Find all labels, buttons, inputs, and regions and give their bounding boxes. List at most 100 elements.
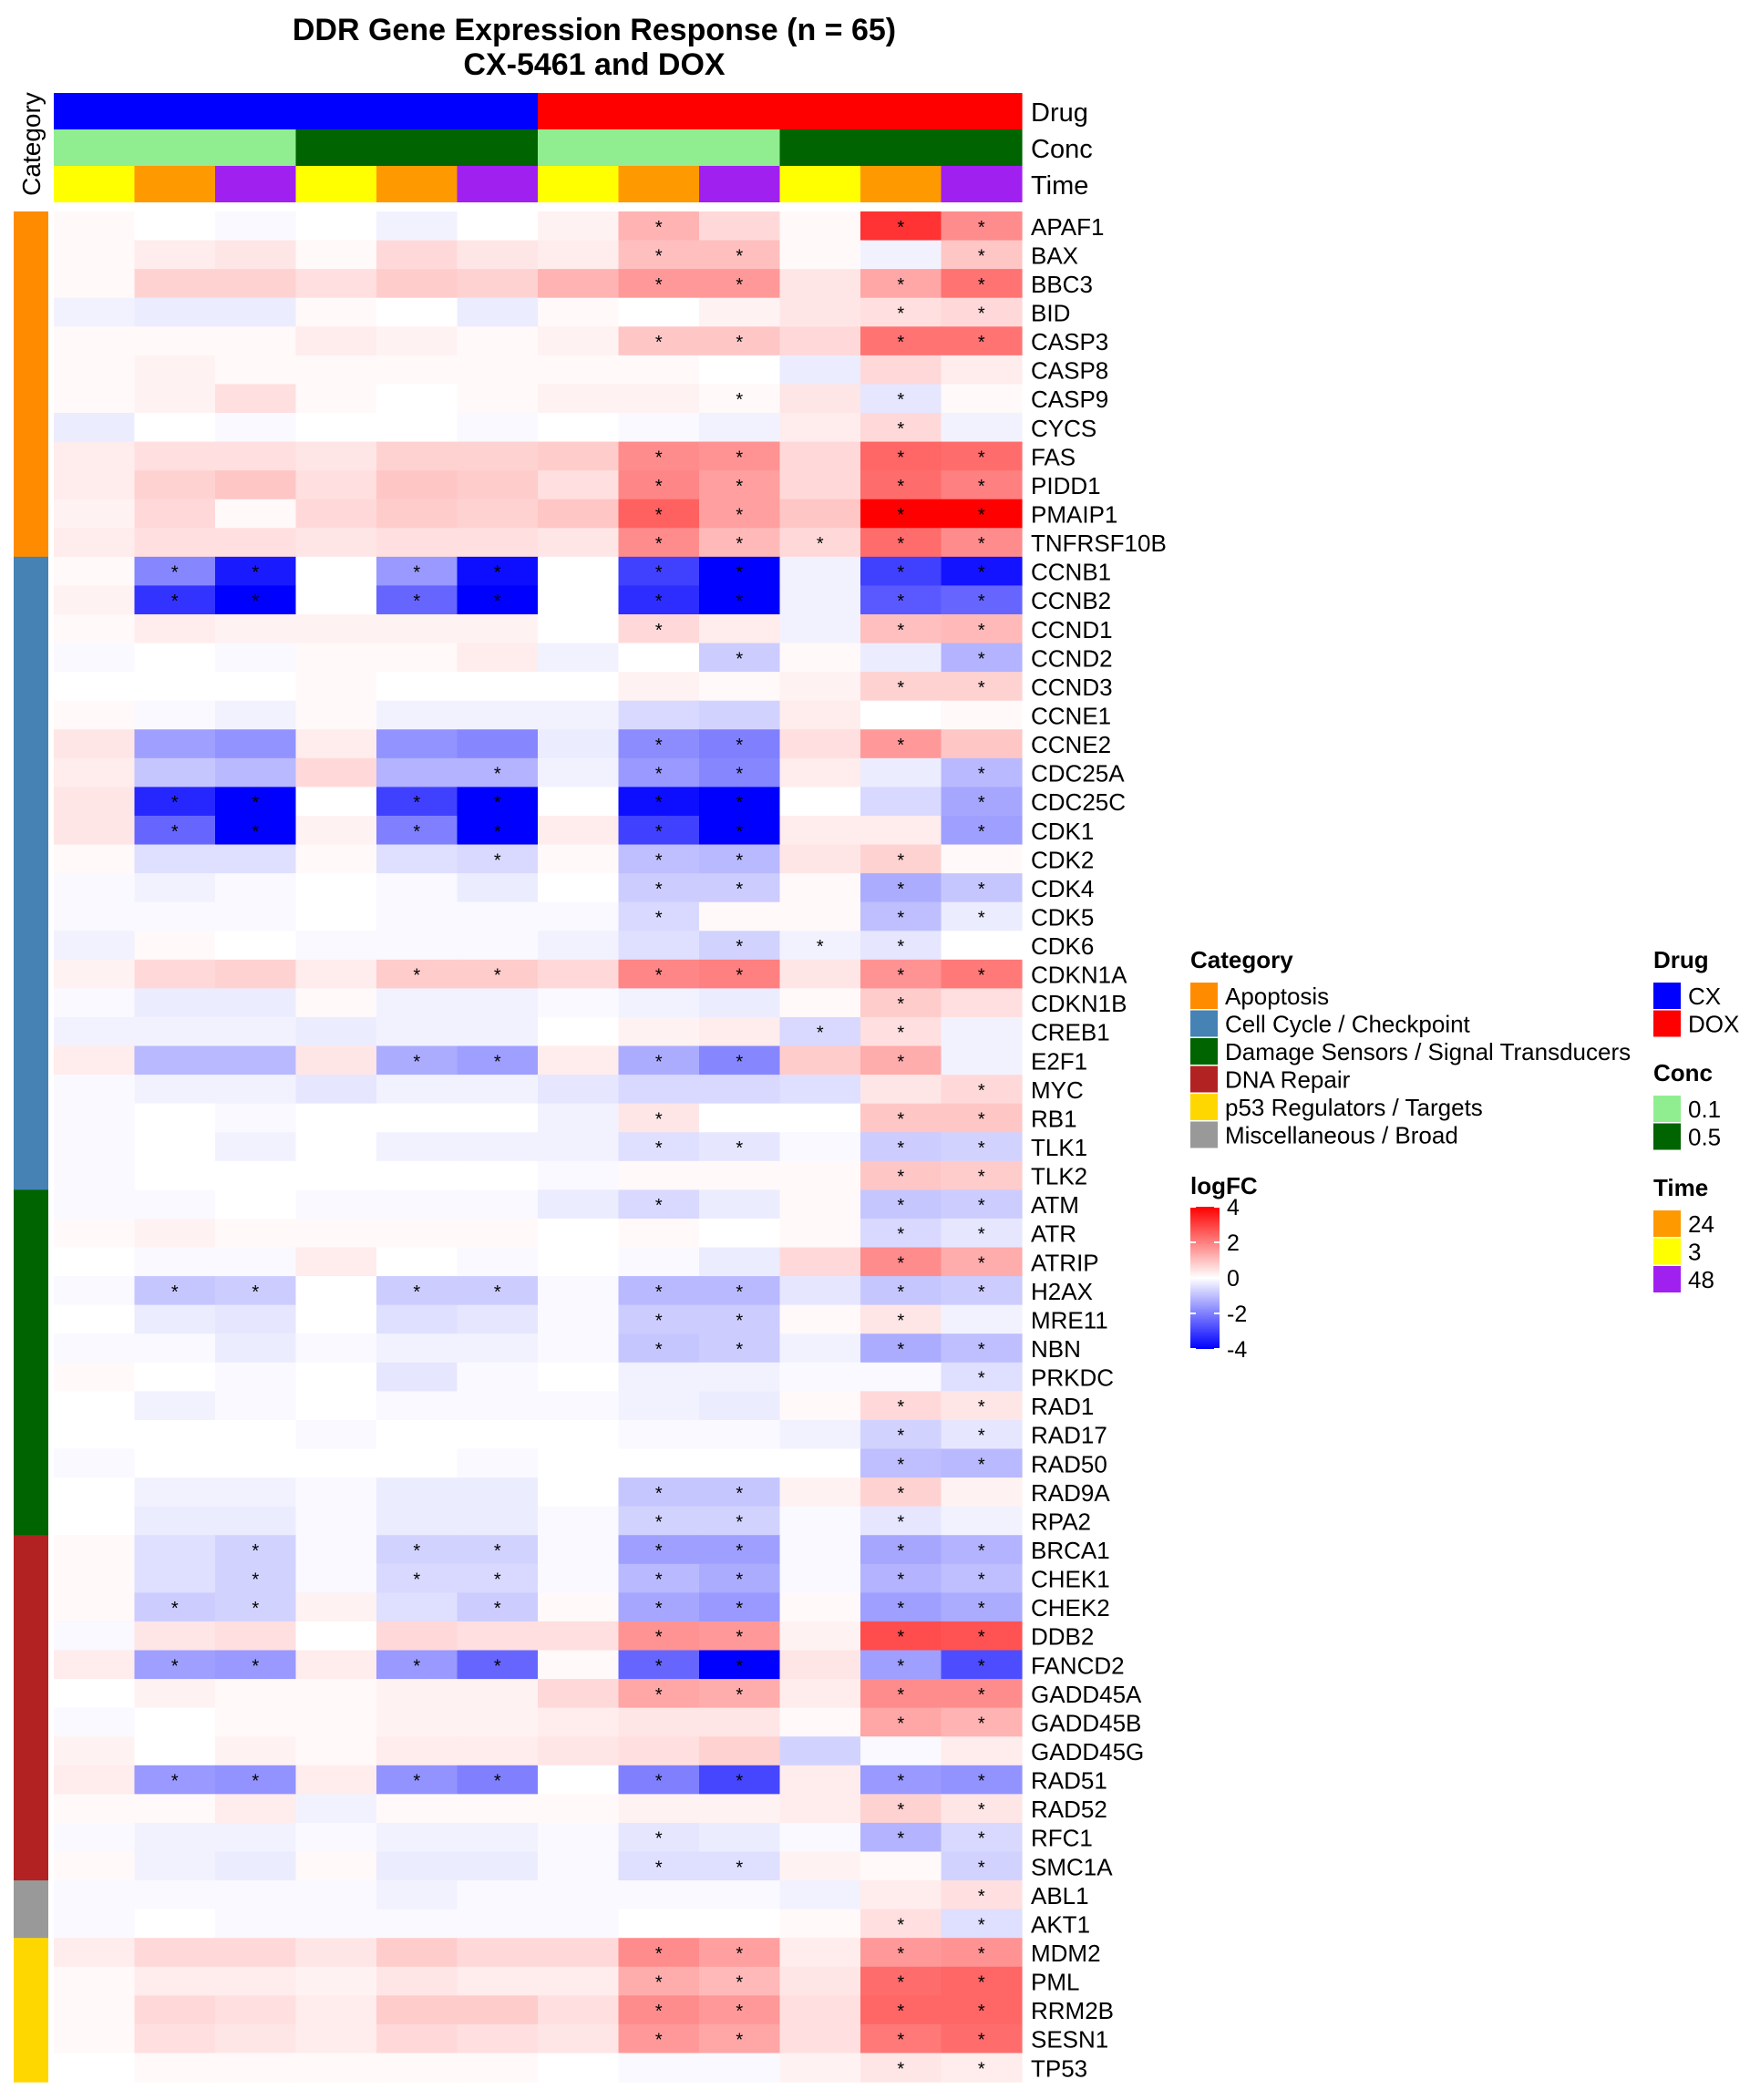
category-bar-segment (14, 844, 48, 874)
heatmap-cell (941, 1909, 1023, 1939)
heatmap-cell (295, 1794, 377, 1824)
heatmap-cell (457, 1103, 539, 1133)
heatmap-cell (538, 1707, 620, 1737)
heatmap-cell (699, 1765, 781, 1795)
heatmap-cell (457, 1966, 539, 1996)
significance-star: * (897, 1052, 904, 1072)
heatmap-cell (54, 815, 136, 846)
heatmap-cell (860, 757, 942, 788)
heatmap-cell (860, 901, 942, 932)
heatmap-cell (215, 787, 297, 817)
heatmap-cell (538, 931, 620, 961)
heatmap-cell (860, 700, 942, 730)
heatmap-cell (215, 355, 297, 386)
heatmap-cell (457, 1880, 539, 1910)
significance-star: * (655, 1628, 663, 1648)
heatmap-cell (134, 528, 216, 558)
heatmap-cell (941, 959, 1023, 989)
heatmap-cell (618, 1391, 700, 1421)
heatmap-cell (457, 240, 539, 270)
heatmap-cell (134, 1765, 216, 1795)
heatmap-cell (618, 1621, 700, 1652)
heatmap-cell (376, 1995, 458, 2025)
category-bar-segment (14, 988, 48, 1018)
heatmap-cell (779, 2053, 861, 2083)
heatmap-cell (941, 211, 1023, 242)
heatmap-cell (941, 1995, 1023, 2025)
annotation-drug-cell (941, 93, 1023, 129)
heatmap-cell (376, 355, 458, 386)
heatmap-cell (457, 1247, 539, 1277)
heatmap-cell (376, 1765, 458, 1795)
heatmap-cell (295, 1075, 377, 1105)
category-bar-segment (14, 211, 48, 242)
significance-star: * (655, 1282, 663, 1302)
significance-star: * (655, 1484, 663, 1504)
heatmap-cell (941, 757, 1023, 788)
heatmap-cell (376, 441, 458, 471)
category-bar-segment (14, 1650, 48, 1680)
heatmap-cell (54, 873, 136, 903)
heatmap-cell (295, 499, 377, 529)
significance-star: * (736, 765, 743, 785)
heatmap-cell (215, 585, 297, 615)
gene-label: CDK4 (1031, 875, 1094, 902)
category-bar-segment (14, 1132, 48, 1162)
significance-star: * (736, 592, 743, 612)
significance-star: * (897, 1225, 904, 1245)
heatmap-cell (538, 729, 620, 759)
heatmap-cell (699, 2053, 781, 2083)
gene-label: BAX (1031, 242, 1078, 269)
heatmap-cell (699, 1276, 781, 1306)
heatmap-cell (941, 355, 1023, 386)
heatmap-cell (376, 1851, 458, 1881)
heatmap-cell (295, 1218, 377, 1249)
annotation-drug-cell (54, 93, 136, 129)
significance-star: * (736, 1138, 743, 1158)
heatmap-cell (215, 901, 297, 932)
significance-star: * (978, 1138, 985, 1158)
heatmap-cell (860, 1247, 942, 1277)
heatmap-cell (699, 2023, 781, 2054)
significance-star: * (655, 218, 663, 238)
significance-star: * (736, 2031, 743, 2051)
heatmap-cell (215, 1016, 297, 1047)
heatmap-cell (215, 326, 297, 356)
category-bar-segment (14, 1966, 48, 1996)
heatmap-cell (618, 700, 700, 730)
heatmap-cell (134, 1247, 216, 1277)
heatmap-cell (457, 1419, 539, 1450)
heatmap-cell (779, 441, 861, 471)
heatmap-cell (860, 1304, 942, 1334)
heatmap-cell (699, 441, 781, 471)
heatmap-cell (860, 585, 942, 615)
heatmap-cell (538, 1075, 620, 1105)
heatmap-cell (376, 729, 458, 759)
heatmap-cell (941, 643, 1023, 673)
significance-star: * (978, 1541, 985, 1561)
heatmap-cell (618, 1909, 700, 1939)
significance-star: * (736, 1512, 743, 1532)
heatmap-cell (295, 1247, 377, 1277)
heatmap-cell (618, 1592, 700, 1622)
heatmap-cell (215, 1621, 297, 1652)
heatmap-cell (538, 1938, 620, 1968)
significance-star: * (736, 448, 743, 468)
heatmap-cell (538, 1506, 620, 1536)
heatmap-cell (54, 1160, 136, 1190)
significance-star: * (897, 966, 904, 986)
heatmap-cell (618, 355, 700, 386)
heatmap-cell (376, 1304, 458, 1334)
heatmap-cell (538, 1592, 620, 1622)
significance-star: * (736, 1944, 743, 1964)
annotation-conc-cell (457, 129, 539, 166)
heatmap-cell (538, 1563, 620, 1593)
heatmap-cell (134, 787, 216, 817)
heatmap-cell (618, 672, 700, 702)
heatmap-cell (295, 1535, 377, 1565)
heatmap-cell (618, 1103, 700, 1133)
heatmap-cell (860, 1333, 942, 1364)
heatmap-cell (295, 959, 377, 989)
